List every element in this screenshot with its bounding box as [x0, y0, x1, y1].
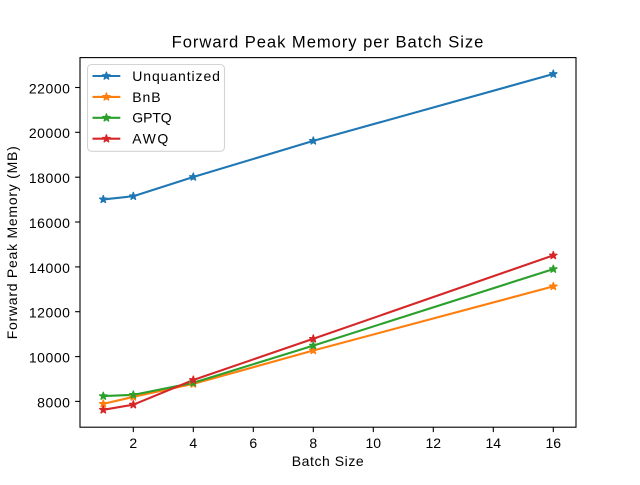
svg-text:AWQ: AWQ: [132, 131, 170, 147]
svg-text:8: 8: [309, 435, 317, 451]
svg-text:22000: 22000: [29, 80, 71, 96]
svg-text:10000: 10000: [29, 350, 71, 366]
svg-text:10: 10: [366, 435, 382, 451]
svg-text:Forward Peak Memory (MB): Forward Peak Memory (MB): [4, 145, 20, 339]
svg-text:Unquantized: Unquantized: [132, 68, 221, 84]
svg-text:20000: 20000: [29, 125, 71, 141]
svg-text:BnB: BnB: [132, 89, 161, 105]
svg-text:16000: 16000: [29, 215, 71, 231]
svg-text:4: 4: [189, 435, 197, 451]
svg-text:12: 12: [426, 435, 442, 451]
svg-text:Forward Peak Memory per Batch: Forward Peak Memory per Batch Size: [172, 33, 485, 52]
svg-text:16: 16: [546, 435, 562, 451]
svg-text:18000: 18000: [29, 170, 71, 186]
svg-text:2: 2: [129, 435, 137, 451]
svg-text:Batch Size: Batch Size: [292, 453, 364, 469]
svg-text:6: 6: [249, 435, 257, 451]
svg-text:12000: 12000: [29, 305, 71, 321]
svg-text:8000: 8000: [37, 394, 70, 410]
svg-text:GPTQ: GPTQ: [132, 110, 171, 126]
svg-text:14000: 14000: [29, 260, 71, 276]
svg-text:14: 14: [486, 435, 502, 451]
